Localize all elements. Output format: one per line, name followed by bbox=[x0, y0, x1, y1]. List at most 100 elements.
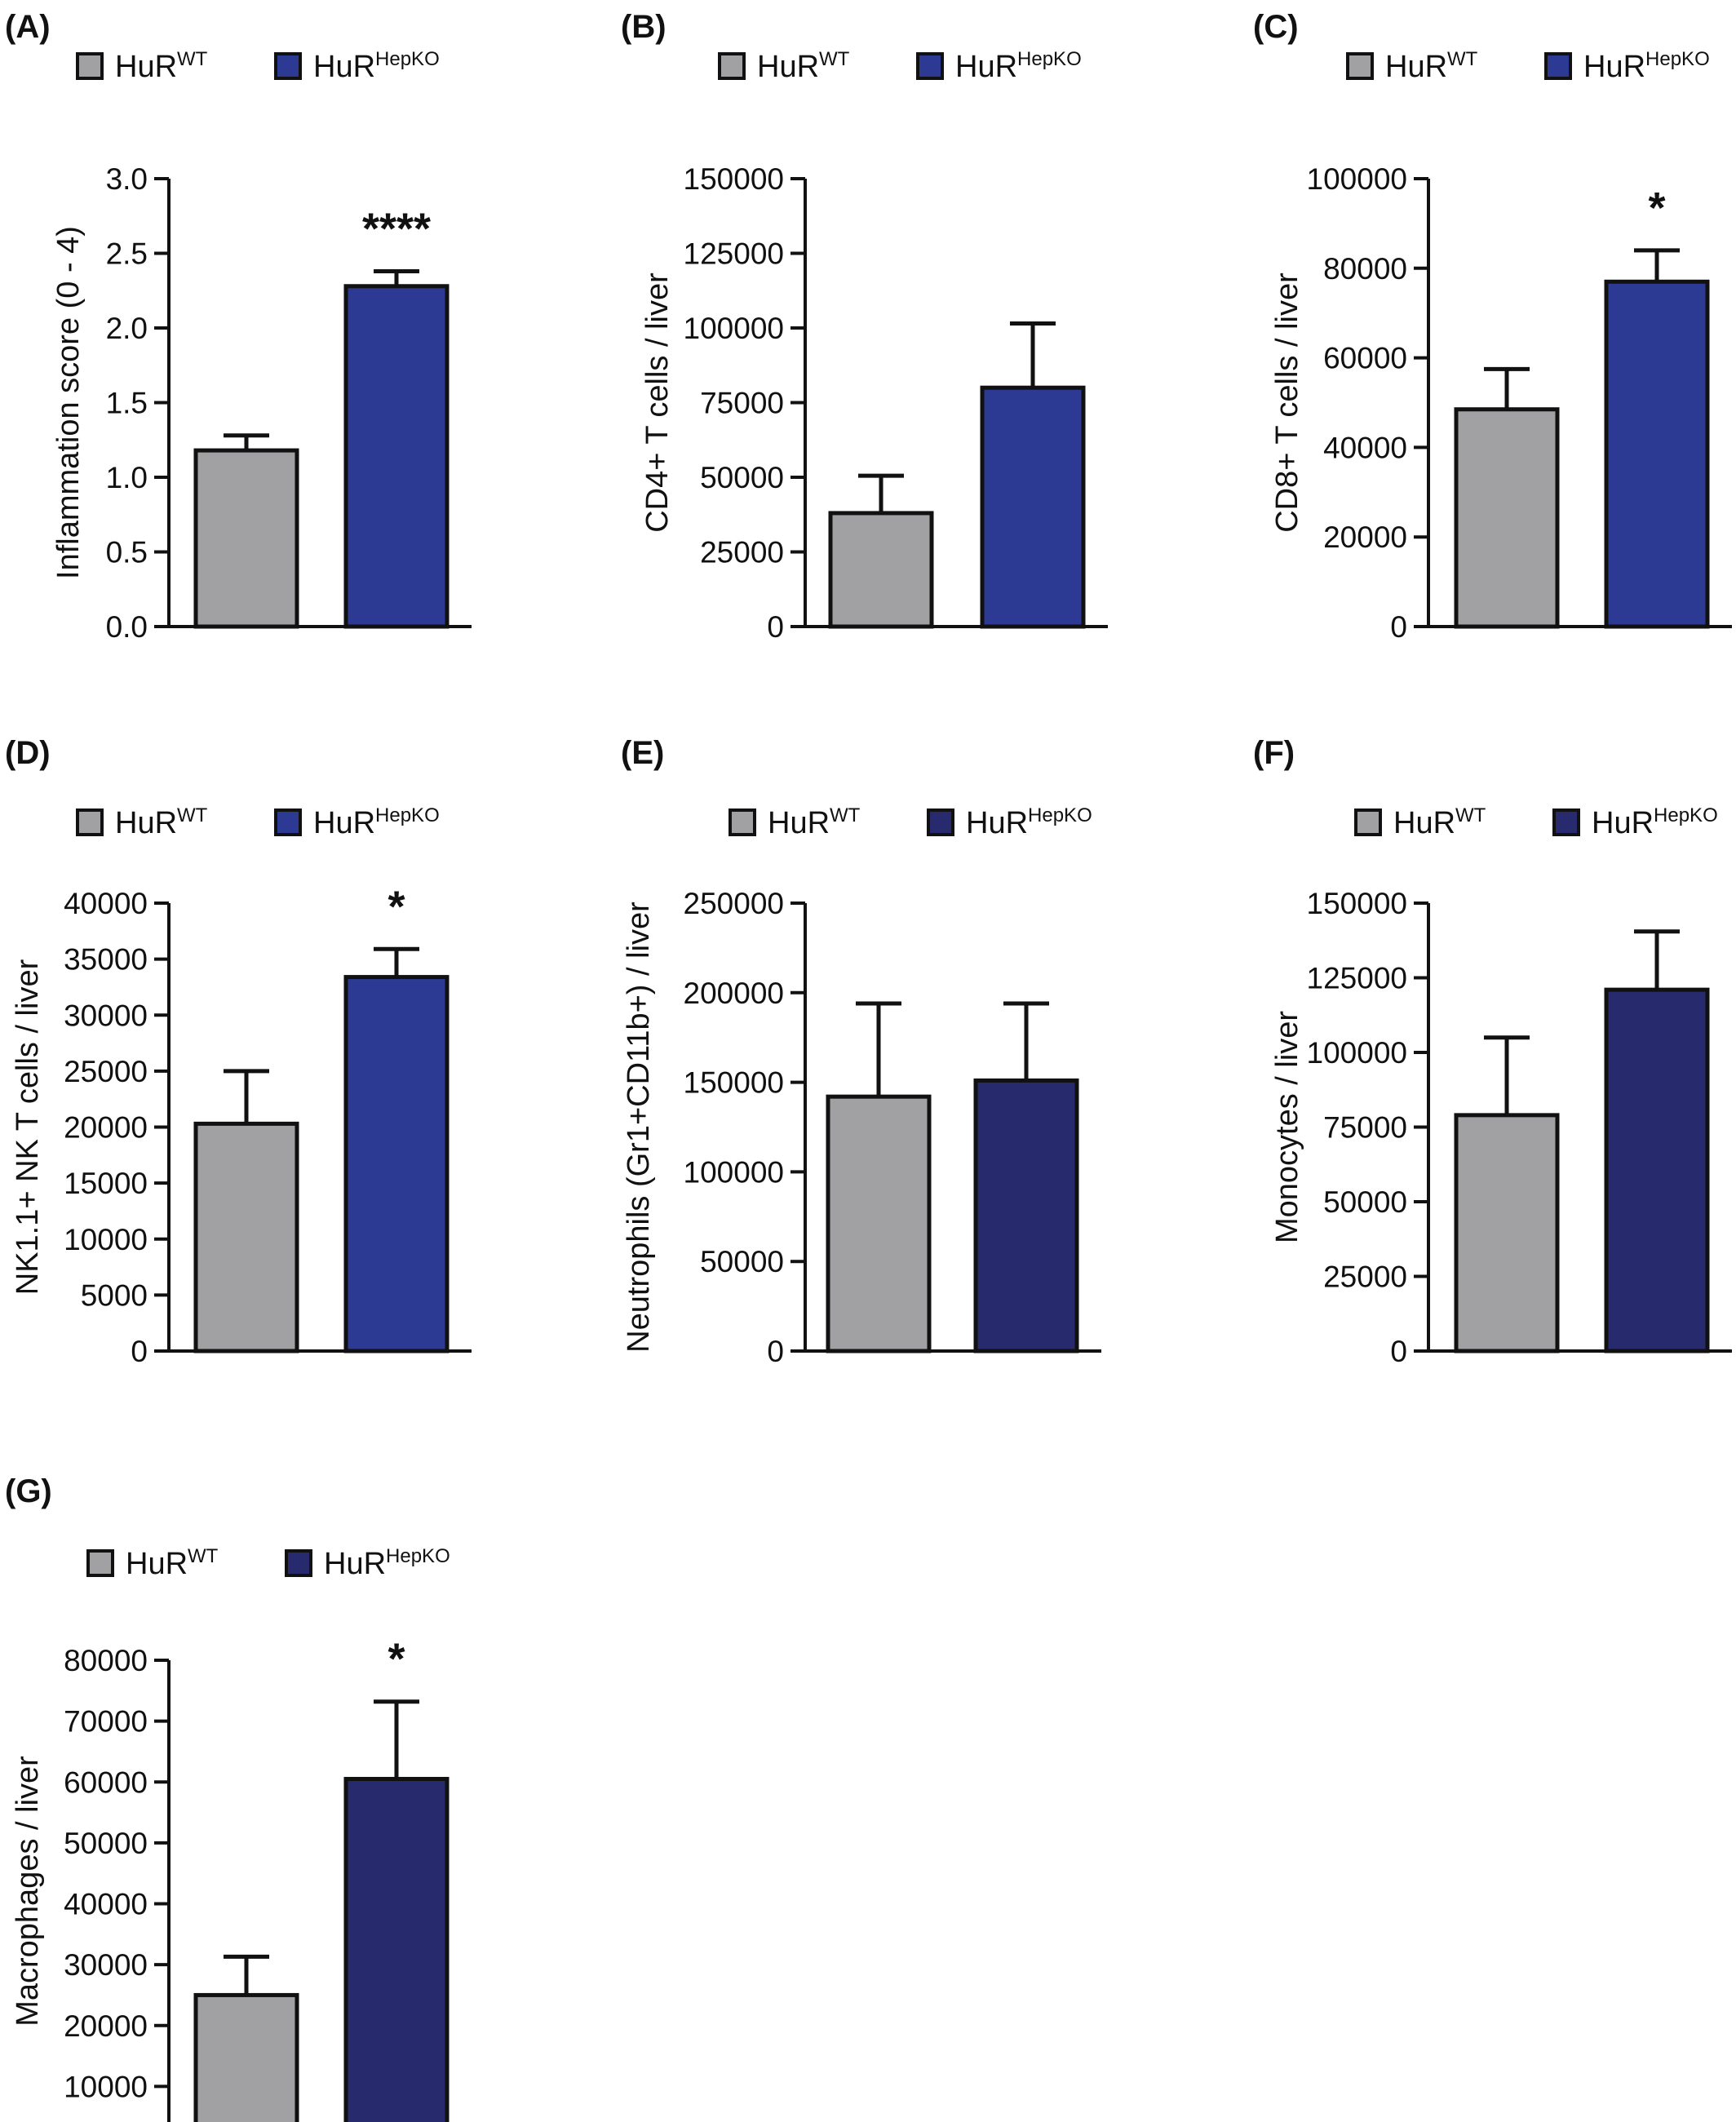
bar-hepko bbox=[1604, 279, 1710, 629]
y-tick-label: 5000 bbox=[81, 1278, 148, 1312]
y-tick-label: 150000 bbox=[1307, 887, 1407, 920]
y-tick-label: 2.0 bbox=[106, 312, 148, 345]
y-tick-label: 50000 bbox=[700, 461, 784, 494]
bar-hepko bbox=[973, 1078, 1079, 1353]
y-tick-label: 30000 bbox=[64, 999, 148, 1032]
y-tick-label: 20000 bbox=[64, 2009, 148, 2043]
bar-wt bbox=[1454, 407, 1560, 629]
legend-label-wt: HuRWT bbox=[115, 48, 208, 84]
legend-label-ko: HuRHepKO bbox=[313, 48, 440, 84]
legend-swatch-wt bbox=[1354, 808, 1382, 836]
significance-marker: * bbox=[388, 882, 405, 931]
y-tick-label: 2.5 bbox=[106, 237, 148, 271]
legend-swatch-ko bbox=[1552, 808, 1580, 836]
panel-label: (G) bbox=[5, 1473, 52, 1509]
y-tick-label: 75000 bbox=[1323, 1111, 1407, 1145]
panel-label: (D) bbox=[5, 735, 51, 771]
panel-label: (A) bbox=[5, 9, 51, 45]
significance-marker: **** bbox=[362, 204, 431, 253]
y-axis-label: Neutrophils (Gr1+CD11b+) / liver bbox=[622, 902, 656, 1353]
chart-panel-a: (A) HuRWT HuRHepKO **** 0.0 0.5 1.0 1.5 2.0 2.5 3.… bbox=[5, 9, 472, 644]
y-tick-label: 125000 bbox=[684, 237, 784, 271]
legend-label-wt: HuRWT bbox=[757, 48, 850, 84]
legend-label-wt: HuRWT bbox=[1385, 48, 1478, 84]
y-tick-label: 125000 bbox=[1307, 962, 1407, 995]
significance-marker: * bbox=[388, 1635, 405, 1684]
legend-label-wt: HuRWT bbox=[115, 804, 208, 840]
panel-label: (C) bbox=[1253, 9, 1299, 45]
y-tick-label: 10000 bbox=[64, 1223, 148, 1256]
panel-label: (B) bbox=[621, 9, 666, 45]
legend-label-ko: HuRHepKO bbox=[313, 804, 440, 840]
legend-swatch-ko bbox=[916, 52, 944, 80]
y-tick-label: 3.0 bbox=[106, 162, 148, 196]
legend-swatch-wt bbox=[1346, 52, 1374, 80]
bar-wt bbox=[193, 1992, 299, 2122]
bar-hepko bbox=[980, 385, 1086, 629]
y-tick-label: 100000 bbox=[684, 312, 784, 345]
panel-label: (E) bbox=[621, 735, 664, 771]
bar-hepko bbox=[343, 1777, 450, 2122]
y-tick-label: 100000 bbox=[1307, 1036, 1407, 1070]
y-tick-label: 0.5 bbox=[106, 536, 148, 569]
legend-label-wt: HuRWT bbox=[126, 1545, 219, 1581]
y-tick-label: 70000 bbox=[64, 1705, 148, 1739]
y-tick-label: 30000 bbox=[64, 1948, 148, 1982]
chart-panel-f: (F) HuRWT HuRHepKO 0 25000 50000 75000 100000 12… bbox=[1253, 735, 1732, 1368]
chart-panel-c: (C) HuRWT HuRHepKO * 0 20000 40000 60000 80000 10… bbox=[1253, 9, 1732, 644]
legend-swatch-ko bbox=[274, 52, 302, 80]
y-tick-label: 80000 bbox=[1323, 252, 1407, 286]
legend-swatch-ko bbox=[1544, 52, 1572, 80]
y-tick-label: 60000 bbox=[64, 1765, 148, 1799]
bar-wt bbox=[826, 1094, 932, 1353]
y-axis-label: Monocytes / liver bbox=[1270, 1011, 1304, 1243]
y-tick-label: 0.0 bbox=[106, 610, 148, 644]
chart-panel-g: (G) HuRWT HuRHepKO * 10000 20000 30000 40000 500… bbox=[5, 1473, 450, 2122]
bar-wt bbox=[828, 511, 934, 629]
legend-label-ko: HuRHepKO bbox=[1583, 48, 1710, 84]
y-axis-label: CD8+ T cells / liver bbox=[1270, 272, 1304, 533]
bar-hepko bbox=[343, 284, 450, 629]
significance-marker: * bbox=[1648, 184, 1665, 233]
y-tick-label: 60000 bbox=[1323, 342, 1407, 375]
legend-swatch-wt bbox=[76, 808, 104, 836]
legend-label-wt: HuRWT bbox=[768, 804, 861, 840]
chart-panel-d: (D) HuRWT HuRHepKO * 0 5000 10000 15000 20000 250… bbox=[5, 735, 472, 1368]
y-tick-label: 50000 bbox=[700, 1245, 784, 1278]
y-axis-label: CD4+ T cells / liver bbox=[640, 272, 675, 533]
y-tick-label: 50000 bbox=[1323, 1185, 1407, 1219]
y-tick-label: 40000 bbox=[1323, 431, 1407, 464]
bar-wt bbox=[193, 448, 299, 629]
panel-label: (F) bbox=[1253, 735, 1295, 771]
chart-panel-e: (E) HuRWT HuRHepKO 0 50000 100000 150000 200000… bbox=[621, 735, 1101, 1368]
bar-hepko bbox=[1604, 987, 1710, 1353]
y-axis-label: Macrophages / liver bbox=[11, 1756, 45, 2027]
legend-swatch-ko bbox=[274, 808, 302, 836]
legend-label-ko: HuRHepKO bbox=[1592, 804, 1718, 840]
legend-swatch-ko bbox=[285, 1549, 312, 1577]
legend-swatch-wt bbox=[728, 808, 756, 836]
y-tick-label: 0 bbox=[131, 1335, 148, 1368]
y-axis-label: Inflammation score (0 - 4) bbox=[51, 226, 86, 579]
chart-panel-b: (B) HuRWT HuRHepKO 0 25000 50000 75000 100000 12… bbox=[621, 9, 1108, 644]
y-tick-label: 200000 bbox=[684, 977, 784, 1010]
y-tick-label: 150000 bbox=[684, 1066, 784, 1100]
legend-swatch-ko bbox=[927, 808, 954, 836]
y-tick-label: 75000 bbox=[700, 387, 784, 420]
y-tick-label: 0 bbox=[1390, 1335, 1407, 1368]
legend-swatch-wt bbox=[718, 52, 746, 80]
y-tick-label: 20000 bbox=[64, 1111, 148, 1145]
y-tick-label: 25000 bbox=[700, 536, 784, 569]
y-tick-label: 100000 bbox=[1307, 162, 1407, 196]
legend-swatch-wt bbox=[86, 1549, 114, 1577]
bar-wt bbox=[193, 1121, 299, 1353]
y-tick-label: 100000 bbox=[684, 1155, 784, 1189]
y-tick-label: 0 bbox=[767, 610, 784, 644]
y-tick-label: 20000 bbox=[1323, 521, 1407, 554]
legend-label-ko: HuRHepKO bbox=[955, 48, 1082, 84]
bar-wt bbox=[1454, 1113, 1560, 1353]
legend-label-ko: HuRHepKO bbox=[324, 1545, 450, 1581]
y-tick-label: 150000 bbox=[684, 162, 784, 196]
legend-label-wt: HuRWT bbox=[1393, 804, 1486, 840]
